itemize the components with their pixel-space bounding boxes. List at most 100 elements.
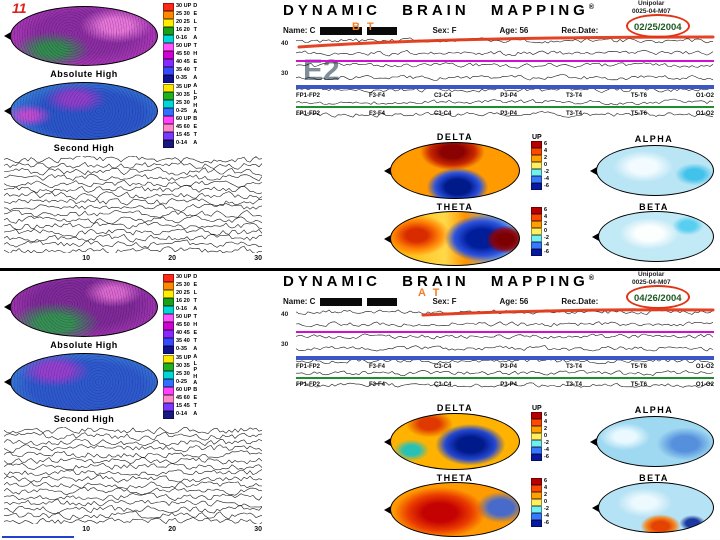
scale-value: 45 60 (174, 125, 190, 131)
scale-value: 45 50 (174, 52, 190, 58)
band-label: BETA (193, 387, 197, 419)
topo-scale-row2: 6 4 2 0 -2 -4 -6 (531, 207, 549, 256)
axis-tick: 30 (176, 255, 262, 262)
channel-label: P3-P4 (500, 93, 517, 99)
channel-row-1: FP1-FP2 F3-F4 C3-C4 P3-P4 T3-T4 T5-T6 O1-O2 (296, 364, 714, 370)
channel-label: C3-C4 (434, 382, 451, 388)
second-high-topomap (10, 82, 158, 140)
scale-value: 0-16 (174, 36, 187, 42)
scale-swatch (531, 454, 542, 461)
red-marker-line (420, 303, 716, 321)
scale-swatch (163, 306, 174, 314)
channel-label: O1-O2 (696, 382, 714, 388)
scale-value: 4 (542, 420, 547, 426)
scale-value: 45 50 (174, 323, 190, 329)
scale-value: 30 35 (174, 93, 190, 99)
scale-swatch (531, 235, 542, 242)
scale-swatch (163, 290, 174, 298)
scale-swatch (531, 440, 542, 447)
scale-value: 25 30 (174, 101, 190, 107)
scale-swatch (531, 447, 542, 454)
scale-value: 50 UP (174, 44, 191, 50)
highlight-line-magenta (296, 60, 714, 62)
topo-scale-row1: UP 6 4 2 0 -2 -4 -6 (531, 134, 549, 190)
registered-mark: ® (589, 275, 594, 282)
scale-updown: 6 4 2 0 -2 -4 -6 (531, 207, 549, 256)
scale-swatch (163, 274, 174, 282)
theta-topomap (390, 211, 520, 266)
channel-label: F3-F4 (369, 364, 385, 370)
channel-row-2: FP1-FP2 F3-F4 C3-C4 P3-P4 T3-T4 T5-T6 O1-O2 (296, 111, 714, 117)
scale-value: 0-16 (174, 307, 187, 313)
scale-swatch (531, 412, 542, 419)
scale-value: 0-14 (174, 412, 187, 418)
scale-value: 0 (542, 434, 547, 440)
scale-value: 6 (542, 142, 547, 148)
channel-label: FP1-FP2 (296, 364, 320, 370)
scale-value: 35 40 (174, 68, 190, 74)
channel-label: F3-F4 (369, 111, 385, 117)
beta-topomap (598, 211, 714, 262)
scale-value: 30 UP (174, 275, 191, 281)
highlight-line-blue (296, 356, 714, 360)
channel-label: P3-P4 (500, 382, 517, 388)
scale-value: 45 60 (174, 396, 190, 402)
scale-swatch (531, 249, 542, 256)
scale-swatch (163, 35, 174, 43)
red-marker-line (296, 30, 716, 54)
scale-value: 4 (542, 149, 547, 155)
scale-value: 15 45 (174, 133, 190, 139)
scale-value: 35 UP (174, 85, 191, 91)
report-title-text: DYNAMIC BRAIN MAPPING (283, 2, 589, 19)
axis-tick: 30 (176, 526, 262, 533)
channel-row-1: FP1-FP2 F3-F4 C3-C4 P3-P4 T3-T4 T5-T6 O1-O2 (296, 93, 714, 99)
highlight-line-green (296, 106, 714, 108)
scale-swatch (163, 116, 174, 124)
band-label: DELTA (193, 3, 197, 43)
amplitude-label-30: 30 (281, 70, 288, 77)
scale-swatch (163, 19, 174, 27)
channel-label: T5-T6 (631, 93, 647, 99)
alpha-topomap (596, 145, 714, 196)
scale-swatch (531, 433, 542, 440)
scale-swatch (531, 492, 542, 499)
scale-value: 30 UP (174, 4, 191, 10)
second-high-label: Second High (10, 414, 158, 424)
channel-label: P3-P4 (500, 364, 517, 370)
scale-swatch (163, 124, 174, 132)
scale-value: 0-35 (174, 76, 187, 82)
scale-swatch (163, 338, 174, 346)
axis-tick: 10 (4, 526, 90, 533)
scale-value: 0-25 (174, 109, 187, 115)
scale-swatch (531, 228, 542, 235)
scale-swatch (531, 485, 542, 492)
scale-swatch (531, 148, 542, 155)
channel-label: T3-T4 (566, 111, 582, 117)
scale-value: 6 (542, 208, 547, 214)
theta-topomap (390, 482, 520, 537)
channel-label: T3-T4 (566, 93, 582, 99)
topo-scale-row1: UP 6 4 2 0 -2 -4 -6 (531, 405, 549, 461)
scale-alpha-beta: 35 UP 30 35 25 30 0-25 60 UP 45 60 15 45 0-14 A L… (163, 355, 197, 419)
scale-value: 16 20 (174, 299, 190, 305)
scale-swatch (531, 162, 542, 169)
alpha-label: ALPHA (594, 405, 714, 415)
topo-scale-row2: 6 4 2 0 -2 -4 -6 (531, 478, 549, 527)
scale-swatch (163, 59, 174, 67)
absolute-high-label: Absolute High (10, 69, 158, 79)
scale-value: 0 (542, 500, 547, 506)
scale-value: -2 (542, 236, 549, 242)
scale-value: -2 (542, 441, 549, 447)
scale-value: 6 (542, 413, 547, 419)
scale-updown: 6 4 2 0 -2 -4 -6 (531, 141, 549, 190)
axis-tick: 20 (90, 255, 176, 262)
scale-value: 35 40 (174, 339, 190, 345)
scale-value: -6 (542, 521, 549, 527)
scale-value: 2 (542, 222, 547, 228)
scale-swatch (531, 183, 542, 190)
scale-swatch (163, 108, 174, 116)
scale-value: 25 30 (174, 283, 190, 289)
scale-delta-theta: 30 UP 25 30 20 25 16 20 0-16 50 UP 45 50 40 45 3… (163, 274, 197, 354)
scale-swatch (163, 322, 174, 330)
scale-value: -4 (542, 243, 549, 249)
